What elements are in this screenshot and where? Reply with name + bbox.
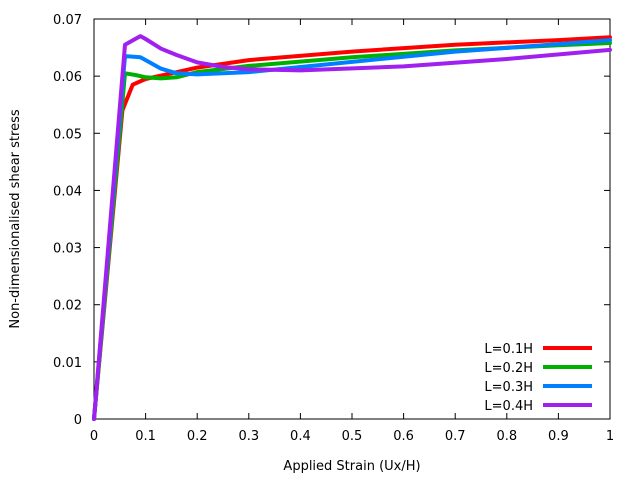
- x-tick-label: 0.6: [393, 429, 414, 444]
- series-line-l-0-1h: [92, 35, 612, 421]
- x-tick-label: 0.8: [496, 429, 517, 444]
- y-tick-label: 0.04: [53, 184, 82, 199]
- x-axis-title: Applied Strain (Ux/H): [283, 459, 420, 474]
- series-layer: [92, 34, 612, 421]
- x-axis: 0 0.1 0.2 0.3 0.4 0.5 0.6 0.7 0.8 0.9 1: [90, 19, 614, 444]
- y-axis-title: Non-dimensionalised shear stress: [8, 109, 23, 328]
- series-line-l-0-4h: [92, 34, 612, 421]
- legend-label: L=0.2H: [484, 361, 533, 376]
- y-tick-label: 0.03: [53, 242, 82, 257]
- y-tick-label: 0.07: [53, 13, 82, 28]
- y-axis: 0 0.01 0.02 0.03 0.04 0.05 0.06 0.07: [53, 13, 610, 428]
- y-tick-label: 0.02: [53, 299, 82, 314]
- y-tick-label: 0.01: [53, 356, 82, 371]
- y-tick-label: 0.05: [53, 127, 82, 142]
- x-tick-label: 0.1: [135, 429, 156, 444]
- x-tick-label: 0.5: [342, 429, 363, 444]
- legend-label: L=0.3H: [484, 380, 533, 395]
- x-tick-label: 0.4: [290, 429, 311, 444]
- x-tick-label: 1: [606, 429, 614, 444]
- y-tick-label: 0: [74, 413, 82, 428]
- x-tick-label: 0.9: [548, 429, 569, 444]
- legend-label: L=0.4H: [484, 399, 533, 414]
- x-tick-label: 0.3: [238, 429, 259, 444]
- series-line-l-0-3h: [92, 38, 612, 421]
- y-tick-label: 0.06: [53, 70, 82, 85]
- legend: L=0.1H L=0.2H L=0.3H L=0.4H: [484, 342, 592, 414]
- x-tick-label: 0: [90, 429, 98, 444]
- x-tick-label: 0.2: [187, 429, 208, 444]
- x-tick-label: 0.7: [445, 429, 466, 444]
- legend-label: L=0.1H: [484, 342, 533, 357]
